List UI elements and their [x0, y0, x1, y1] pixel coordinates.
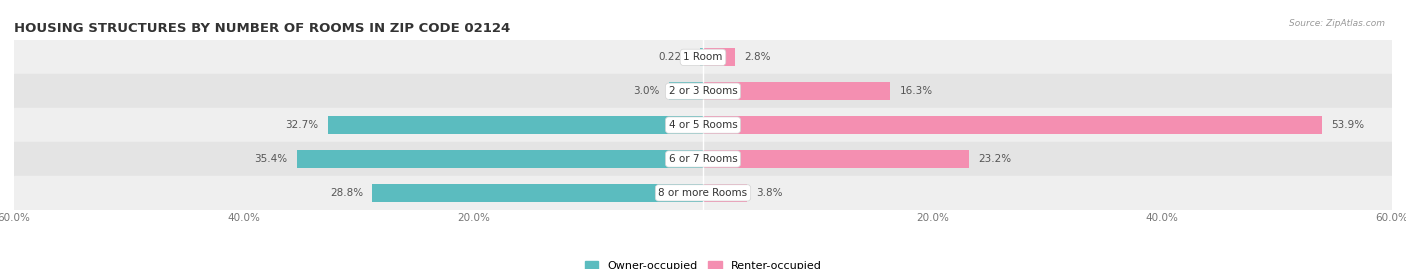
Bar: [703, 116, 1322, 134]
Text: 4 or 5 Rooms: 4 or 5 Rooms: [669, 120, 737, 130]
Text: 0.22%: 0.22%: [658, 52, 692, 62]
Text: HOUSING STRUCTURES BY NUMBER OF ROOMS IN ZIP CODE 02124: HOUSING STRUCTURES BY NUMBER OF ROOMS IN…: [14, 22, 510, 35]
Text: 32.7%: 32.7%: [285, 120, 318, 130]
Text: 3.0%: 3.0%: [633, 86, 659, 96]
Bar: [297, 150, 703, 168]
Bar: [700, 48, 703, 66]
Bar: [14, 142, 1392, 176]
Text: Source: ZipAtlas.com: Source: ZipAtlas.com: [1289, 19, 1385, 28]
Text: 8 or more Rooms: 8 or more Rooms: [658, 188, 748, 198]
Text: 53.9%: 53.9%: [1331, 120, 1364, 130]
Text: 23.2%: 23.2%: [979, 154, 1012, 164]
Text: 6 or 7 Rooms: 6 or 7 Rooms: [669, 154, 737, 164]
Legend: Owner-occupied, Renter-occupied: Owner-occupied, Renter-occupied: [581, 256, 825, 269]
Text: 2.8%: 2.8%: [744, 52, 770, 62]
Bar: [14, 176, 1392, 210]
Text: 28.8%: 28.8%: [330, 188, 363, 198]
Text: 35.4%: 35.4%: [254, 154, 287, 164]
Bar: [14, 40, 1392, 74]
Bar: [14, 108, 1392, 142]
Bar: [703, 82, 890, 100]
Text: 3.8%: 3.8%: [756, 188, 782, 198]
Bar: [14, 74, 1392, 108]
Text: 16.3%: 16.3%: [900, 86, 932, 96]
Bar: [703, 184, 747, 202]
Text: 2 or 3 Rooms: 2 or 3 Rooms: [669, 86, 737, 96]
Bar: [373, 184, 703, 202]
Bar: [703, 150, 969, 168]
Bar: [669, 82, 703, 100]
Bar: [328, 116, 703, 134]
Bar: [703, 48, 735, 66]
Text: 1 Room: 1 Room: [683, 52, 723, 62]
